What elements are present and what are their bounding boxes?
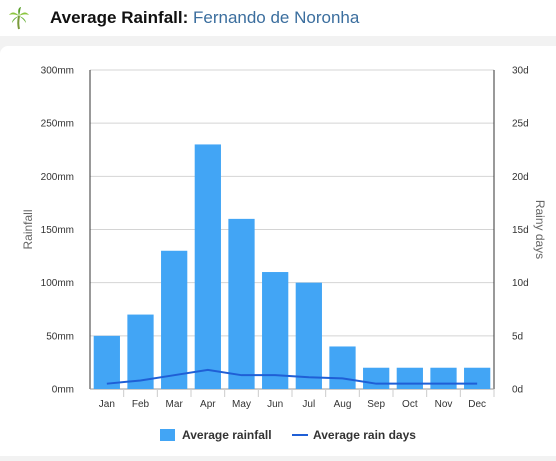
x-tick-label: Jun: [267, 399, 283, 410]
title-prefix: Average Rainfall:: [50, 8, 189, 27]
x-tick-label: May: [232, 399, 251, 410]
legend-label-rainfall: Average rainfall: [182, 428, 272, 442]
x-tick-label: Apr: [200, 399, 216, 410]
x-tick-label: Mar: [166, 399, 184, 410]
y-tick-label: 50mm: [46, 331, 74, 342]
y2-tick-label: 30d: [512, 66, 529, 77]
bar: [93, 335, 120, 389]
bar: [127, 314, 154, 389]
bar: [396, 367, 423, 389]
y-tick-label: 100mm: [41, 278, 74, 289]
bar: [295, 282, 322, 389]
title-place: Fernando de Noronha: [192, 8, 360, 27]
y2-tick-label: 20d: [512, 172, 529, 183]
y2-tick-label: 10d: [512, 278, 529, 289]
y-axis-title: Rainfall: [21, 209, 35, 249]
bar: [430, 367, 457, 389]
y-tick-label: 0mm: [52, 385, 74, 396]
header-bar: Average Rainfall: Fernando de Noronha: [0, 0, 556, 36]
y2-tick-label: 25d: [512, 119, 529, 130]
bar: [329, 346, 356, 389]
y2-tick-label: 5d: [512, 331, 523, 342]
y2-tick-label: 0d: [512, 385, 523, 396]
y-tick-label: 150mm: [41, 225, 74, 236]
y-tick-label: 250mm: [41, 119, 74, 130]
x-tick-label: Feb: [132, 399, 150, 410]
y-tick-label: 300mm: [41, 66, 74, 77]
x-tick-label: Dec: [468, 399, 486, 410]
y-tick-label: 200mm: [41, 172, 74, 183]
x-tick-label: Jul: [302, 399, 315, 410]
chart-card: 0mm 0d 50mm 5d 100mm 10d 150mm 15d 200mm 20d 250mm…: [0, 46, 556, 456]
rain-days-line: [106, 368, 478, 385]
y2-tick-label: 15d: [512, 225, 529, 236]
bar: [262, 272, 289, 389]
bar: [464, 367, 491, 389]
bar: [161, 250, 188, 389]
palm-tree-icon: [9, 7, 29, 30]
rainfall-chart: 0mm 0d 50mm 5d 100mm 10d 150mm 15d 200mm 20d 250mm…: [21, 66, 547, 443]
bar: [228, 218, 255, 389]
bar: [194, 144, 221, 389]
legend-label-rain-days: Average rain days: [313, 428, 416, 442]
x-tick-label: Nov: [435, 399, 453, 410]
x-tick-label: Oct: [402, 399, 418, 410]
y2-axis-title: Rainy days: [533, 200, 547, 259]
bar: [363, 367, 390, 389]
x-tick-label: Sep: [367, 399, 385, 410]
page-title: Average Rainfall: Fernando de Noronha: [50, 8, 359, 28]
x-tick-label: Aug: [334, 399, 352, 410]
legend-swatch-rainfall: [160, 429, 175, 441]
x-tick-label: Jan: [99, 399, 115, 410]
